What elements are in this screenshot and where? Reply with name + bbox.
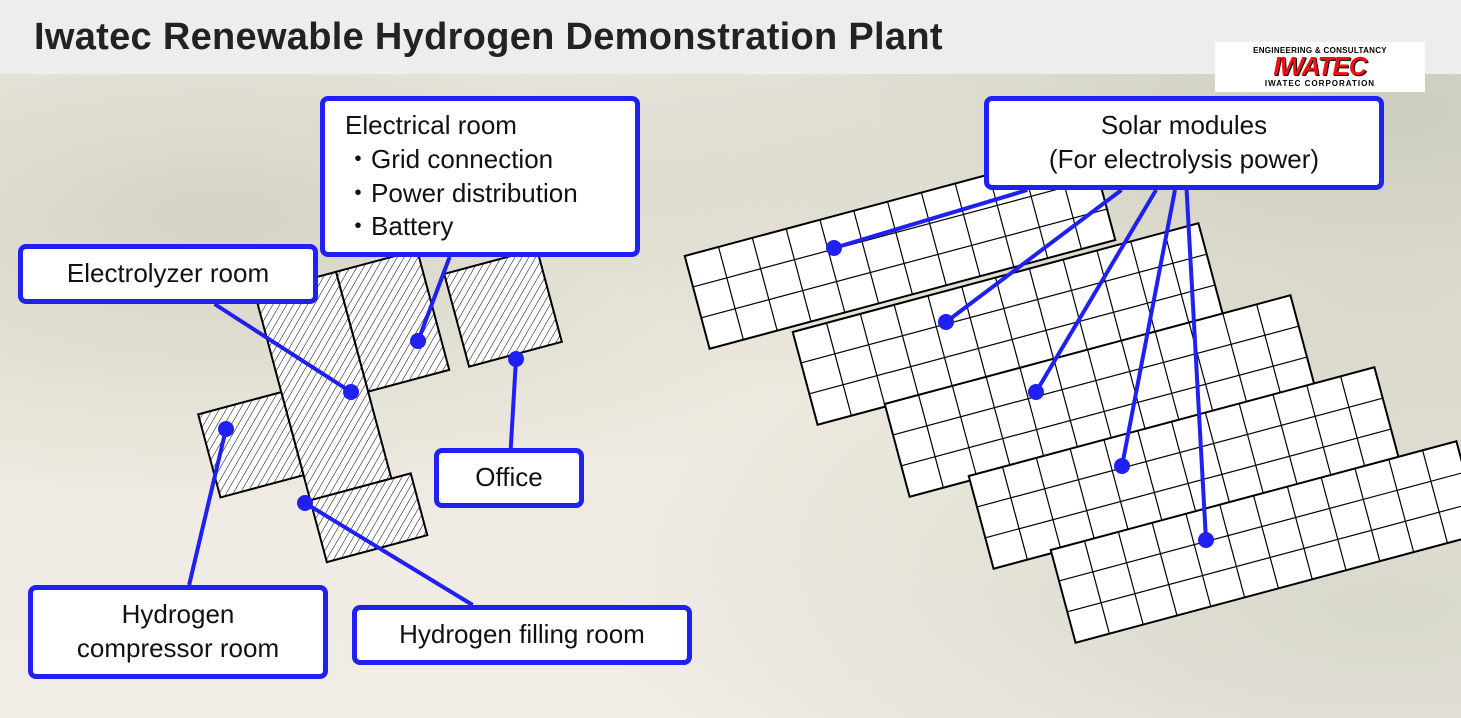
connector-line	[418, 257, 450, 341]
label-electrical-room: Electrical room ・Grid connection ・Power …	[320, 96, 640, 257]
connector-line	[1187, 190, 1206, 540]
connector-dot	[508, 351, 524, 367]
building-electrolyzer	[255, 272, 392, 500]
label-electrolyzer-room: Electrolyzer room	[18, 244, 318, 304]
logo-name: IWATEC	[1273, 55, 1366, 78]
label-solar-modules: Solar modules (For electrolysis power)	[984, 96, 1384, 190]
building-filling	[310, 473, 427, 562]
connector-line	[946, 190, 1122, 322]
electrical-bullet-1: ・Power distribution	[345, 177, 615, 211]
connector-dot	[218, 421, 234, 437]
connector-dot	[938, 314, 954, 330]
compressor-text: Hydrogencompressor room	[53, 598, 303, 666]
page-title: Iwatec Renewable Hydrogen Demonstration …	[34, 16, 943, 59]
connector-dot	[1114, 458, 1130, 474]
connector-dot	[343, 384, 359, 400]
connector-line	[1122, 190, 1175, 466]
solar-line2: (For electrolysis power)	[1009, 143, 1359, 177]
connector-line	[305, 503, 473, 605]
logo-corp: IWATEC CORPORATION	[1265, 79, 1375, 88]
building-electrical	[336, 250, 449, 392]
electrical-bullet-2: ・Battery	[345, 210, 615, 244]
connector-dot	[1198, 532, 1214, 548]
building-compressor	[198, 392, 303, 497]
label-office: Office	[434, 448, 584, 508]
connector-dot	[410, 333, 426, 349]
connector-dot	[297, 495, 313, 511]
solar-panel-3	[969, 367, 1400, 568]
company-logo: ENGINEERING & CONSULTANCY IWATEC IWATEC …	[1215, 42, 1425, 92]
building-office	[444, 249, 562, 367]
connector-line	[215, 304, 351, 392]
connector-line	[834, 190, 1027, 248]
label-compressor-room: Hydrogencompressor room	[28, 585, 328, 679]
diagram-canvas: Iwatec Renewable Hydrogen Demonstration …	[0, 0, 1461, 718]
connector-dot	[1028, 384, 1044, 400]
solar-panel-4	[1051, 441, 1461, 642]
solar-line1: Solar modules	[1009, 109, 1359, 143]
solar-panel-1	[793, 223, 1224, 424]
connector-line	[1036, 190, 1156, 392]
solar-panel-2	[885, 295, 1316, 496]
label-filling-room: Hydrogen filling room	[352, 605, 692, 665]
electrical-title: Electrical room	[345, 109, 615, 143]
electrical-bullet-0: ・Grid connection	[345, 143, 615, 177]
connector-line	[511, 359, 516, 448]
connector-dot	[826, 240, 842, 256]
connector-line	[189, 429, 226, 585]
